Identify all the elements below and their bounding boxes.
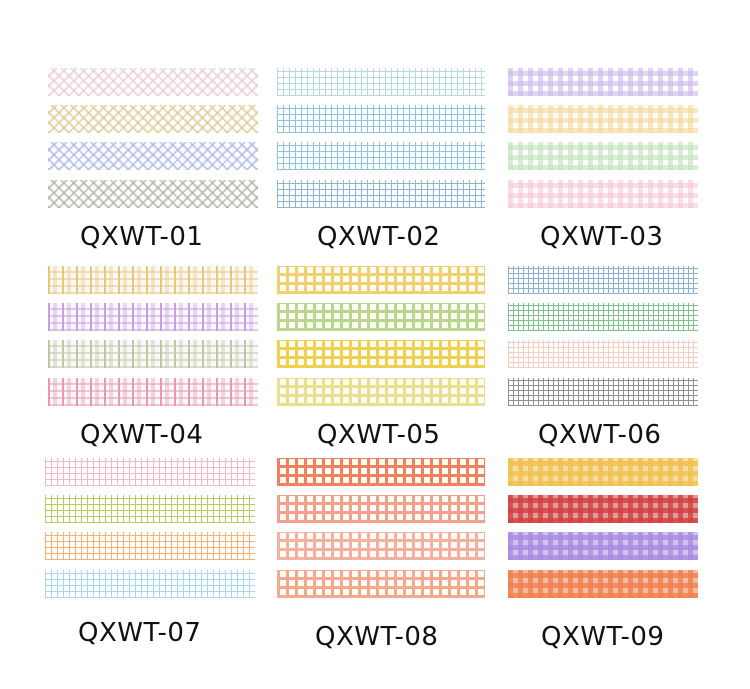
tape-swatch — [508, 378, 698, 406]
tape-swatch — [48, 180, 258, 208]
tape-swatch — [48, 68, 258, 96]
tape-swatch — [277, 340, 485, 368]
tape-swatch — [508, 570, 698, 598]
tape-swatch — [508, 458, 698, 486]
tape-swatch — [45, 495, 255, 523]
tape-swatch — [48, 303, 258, 331]
product-code: QXWT-05 — [317, 420, 441, 450]
tape-swatch — [508, 303, 698, 331]
tape-swatch — [277, 303, 485, 331]
tape-swatch — [277, 458, 485, 486]
tape-swatch — [48, 266, 258, 294]
tape-swatch — [508, 68, 698, 96]
tape-swatch — [277, 142, 485, 170]
tape-swatch — [48, 142, 258, 170]
tape-swatch — [277, 378, 485, 406]
tape-swatch — [508, 180, 698, 208]
tape-swatch — [277, 68, 485, 96]
tape-swatch — [508, 142, 698, 170]
tape-swatch — [48, 340, 258, 368]
tape-swatch — [277, 180, 485, 208]
tape-swatch — [48, 105, 258, 133]
tape-swatch — [45, 532, 255, 560]
tape-swatch — [508, 532, 698, 560]
tape-swatch — [45, 458, 255, 486]
tape-swatch — [277, 532, 485, 560]
tape-swatch — [45, 570, 255, 598]
product-code: QXWT-08 — [315, 622, 439, 652]
product-code: QXWT-01 — [80, 222, 204, 252]
tape-swatch — [508, 340, 698, 368]
tape-swatch — [508, 266, 698, 294]
product-code: QXWT-04 — [80, 420, 204, 450]
product-code: QXWT-02 — [317, 222, 441, 252]
tape-swatch — [277, 266, 485, 294]
tape-swatch — [508, 495, 698, 523]
product-code: QXWT-03 — [540, 222, 664, 252]
product-code: QXWT-06 — [538, 420, 662, 450]
tape-swatch — [277, 570, 485, 598]
tape-swatch — [277, 105, 485, 133]
product-code: QXWT-09 — [541, 622, 665, 652]
tape-swatch — [48, 378, 258, 406]
tape-swatch — [508, 105, 698, 133]
product-code: QXWT-07 — [78, 618, 202, 648]
tape-swatch — [277, 495, 485, 523]
